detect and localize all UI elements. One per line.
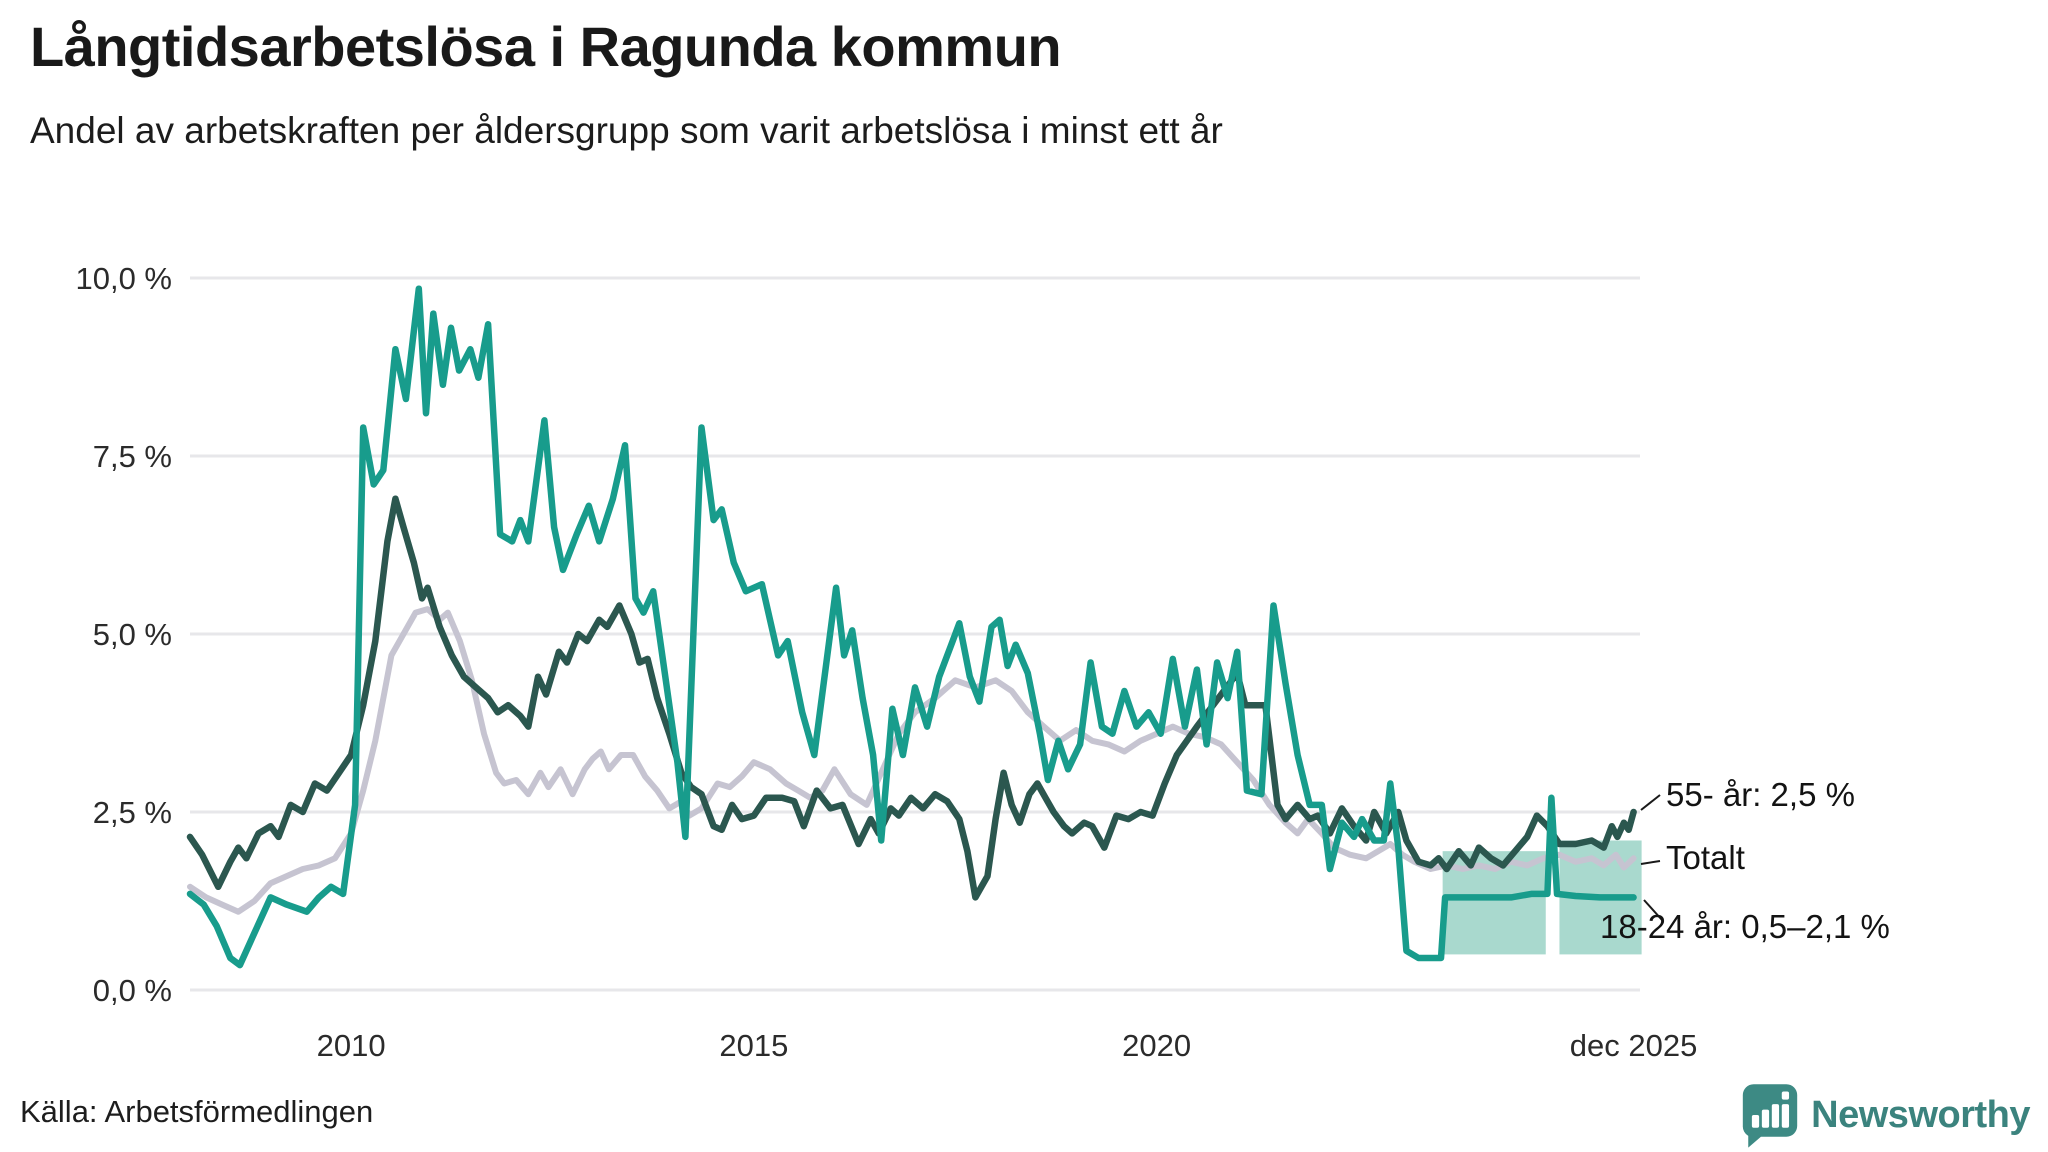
y-tick-label: 10,0 % [75, 261, 172, 296]
y-tick-label: 5,0 % [93, 617, 172, 652]
source-note: Källa: Arbetsförmedlingen [20, 1094, 374, 1129]
series-end-label: Totalt [1666, 839, 1745, 876]
annotation-leader [1643, 899, 1663, 921]
newsworthy-logo-text: Newsworthy [1811, 1093, 2030, 1136]
series-line-Totalt [187, 606, 1637, 915]
x-tick-label: 2010 [317, 1028, 386, 1063]
x-tick-label: 2020 [1122, 1028, 1191, 1063]
series-line-55-år [186, 495, 1637, 901]
series-end-label: 55- år: 2,5 % [1666, 776, 1855, 813]
annotation-leader [1640, 794, 1661, 811]
series-end-label: 18-24 år: 0,5–2,1 % [1600, 908, 1890, 945]
annotation-leader [1640, 860, 1661, 865]
x-tick-label: 2015 [719, 1028, 788, 1063]
x-tick-label: dec 2025 [1570, 1028, 1698, 1063]
y-tick-label: 2,5 % [93, 795, 172, 830]
newsworthy-logo[interactable]: Newsworthy [1741, 1082, 2030, 1148]
chart-subtitle: Andel av arbetskraften per åldersgrupp s… [30, 110, 1223, 151]
series-line-18-24år [186, 285, 1637, 969]
chart-title: Långtidsarbetslösa i Ragunda kommun [30, 15, 1062, 78]
y-tick-label: 0,0 % [93, 973, 172, 1008]
newsworthy-logo-icon [1742, 1084, 1798, 1148]
y-tick-label: 7,5 % [93, 439, 172, 474]
